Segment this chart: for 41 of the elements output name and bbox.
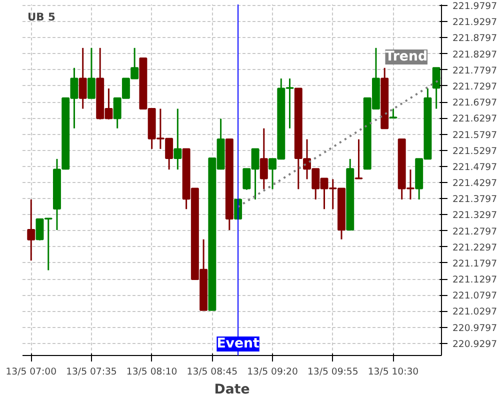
y-tick-label: 221.4297 — [452, 178, 498, 190]
x-axis-title: Date — [214, 382, 250, 398]
y-tick-label: 221.0797 — [452, 290, 498, 302]
y-tick-label: 221.5297 — [452, 146, 498, 157]
x-tick-label: 13/5 09:20 — [247, 366, 298, 378]
x-tick-label: 13/5 07:00 — [6, 366, 57, 378]
x-tick-label: 13/5 10:30 — [368, 366, 419, 378]
x-tick-label: 13/5 07:35 — [66, 366, 117, 378]
x-tick-label: 13/5 09:55 — [307, 366, 358, 378]
y-tick-label: 221.1797 — [452, 258, 498, 270]
y-tick-label: 221.2797 — [452, 226, 498, 238]
y-tick-label: 221.3797 — [452, 194, 498, 206]
y-tick-label: 221.8797 — [452, 33, 498, 44]
text: UB 5 — [28, 10, 56, 24]
series-label: Trend — [385, 49, 428, 64]
y-tick-label: 220.9797 — [452, 322, 498, 334]
y-tick-label: 221.3297 — [452, 210, 498, 222]
y-tick-label: 221.5797 — [452, 130, 498, 141]
ref-line-label: Event — [216, 336, 260, 352]
candlestick — [389, 108, 398, 120]
candlestick — [78, 47, 87, 110]
x-tick-label: 13/5 08:45 — [186, 366, 238, 378]
y-tick-label: 221.2297 — [452, 242, 498, 254]
candlestick — [174, 108, 182, 170]
y-tick-label: 221.4797 — [452, 162, 498, 173]
candlestick — [260, 128, 268, 190]
y-tick-label: 221.9297 — [452, 17, 498, 28]
y-tick-label: 221.8297 — [452, 49, 498, 60]
candlestick — [354, 138, 363, 180]
x-tick-label: 13/5 08:10 — [126, 366, 178, 378]
y-tick-label: 221.9797 — [452, 1, 498, 12]
y-tick-label: 221.7297 — [452, 81, 498, 92]
y-tick-label: 220.9297 — [452, 338, 498, 350]
candlestick — [87, 47, 96, 99]
y-tick-label: 221.0297 — [452, 306, 498, 318]
y-tick-label: 221.7797 — [452, 65, 498, 76]
candlestick — [432, 67, 440, 110]
candlestick — [27, 198, 36, 262]
y-tick-label: 221.1297 — [452, 274, 498, 286]
y-tick-label: 221.6297 — [452, 114, 498, 125]
y-tick-label: 221.6797 — [452, 98, 498, 109]
